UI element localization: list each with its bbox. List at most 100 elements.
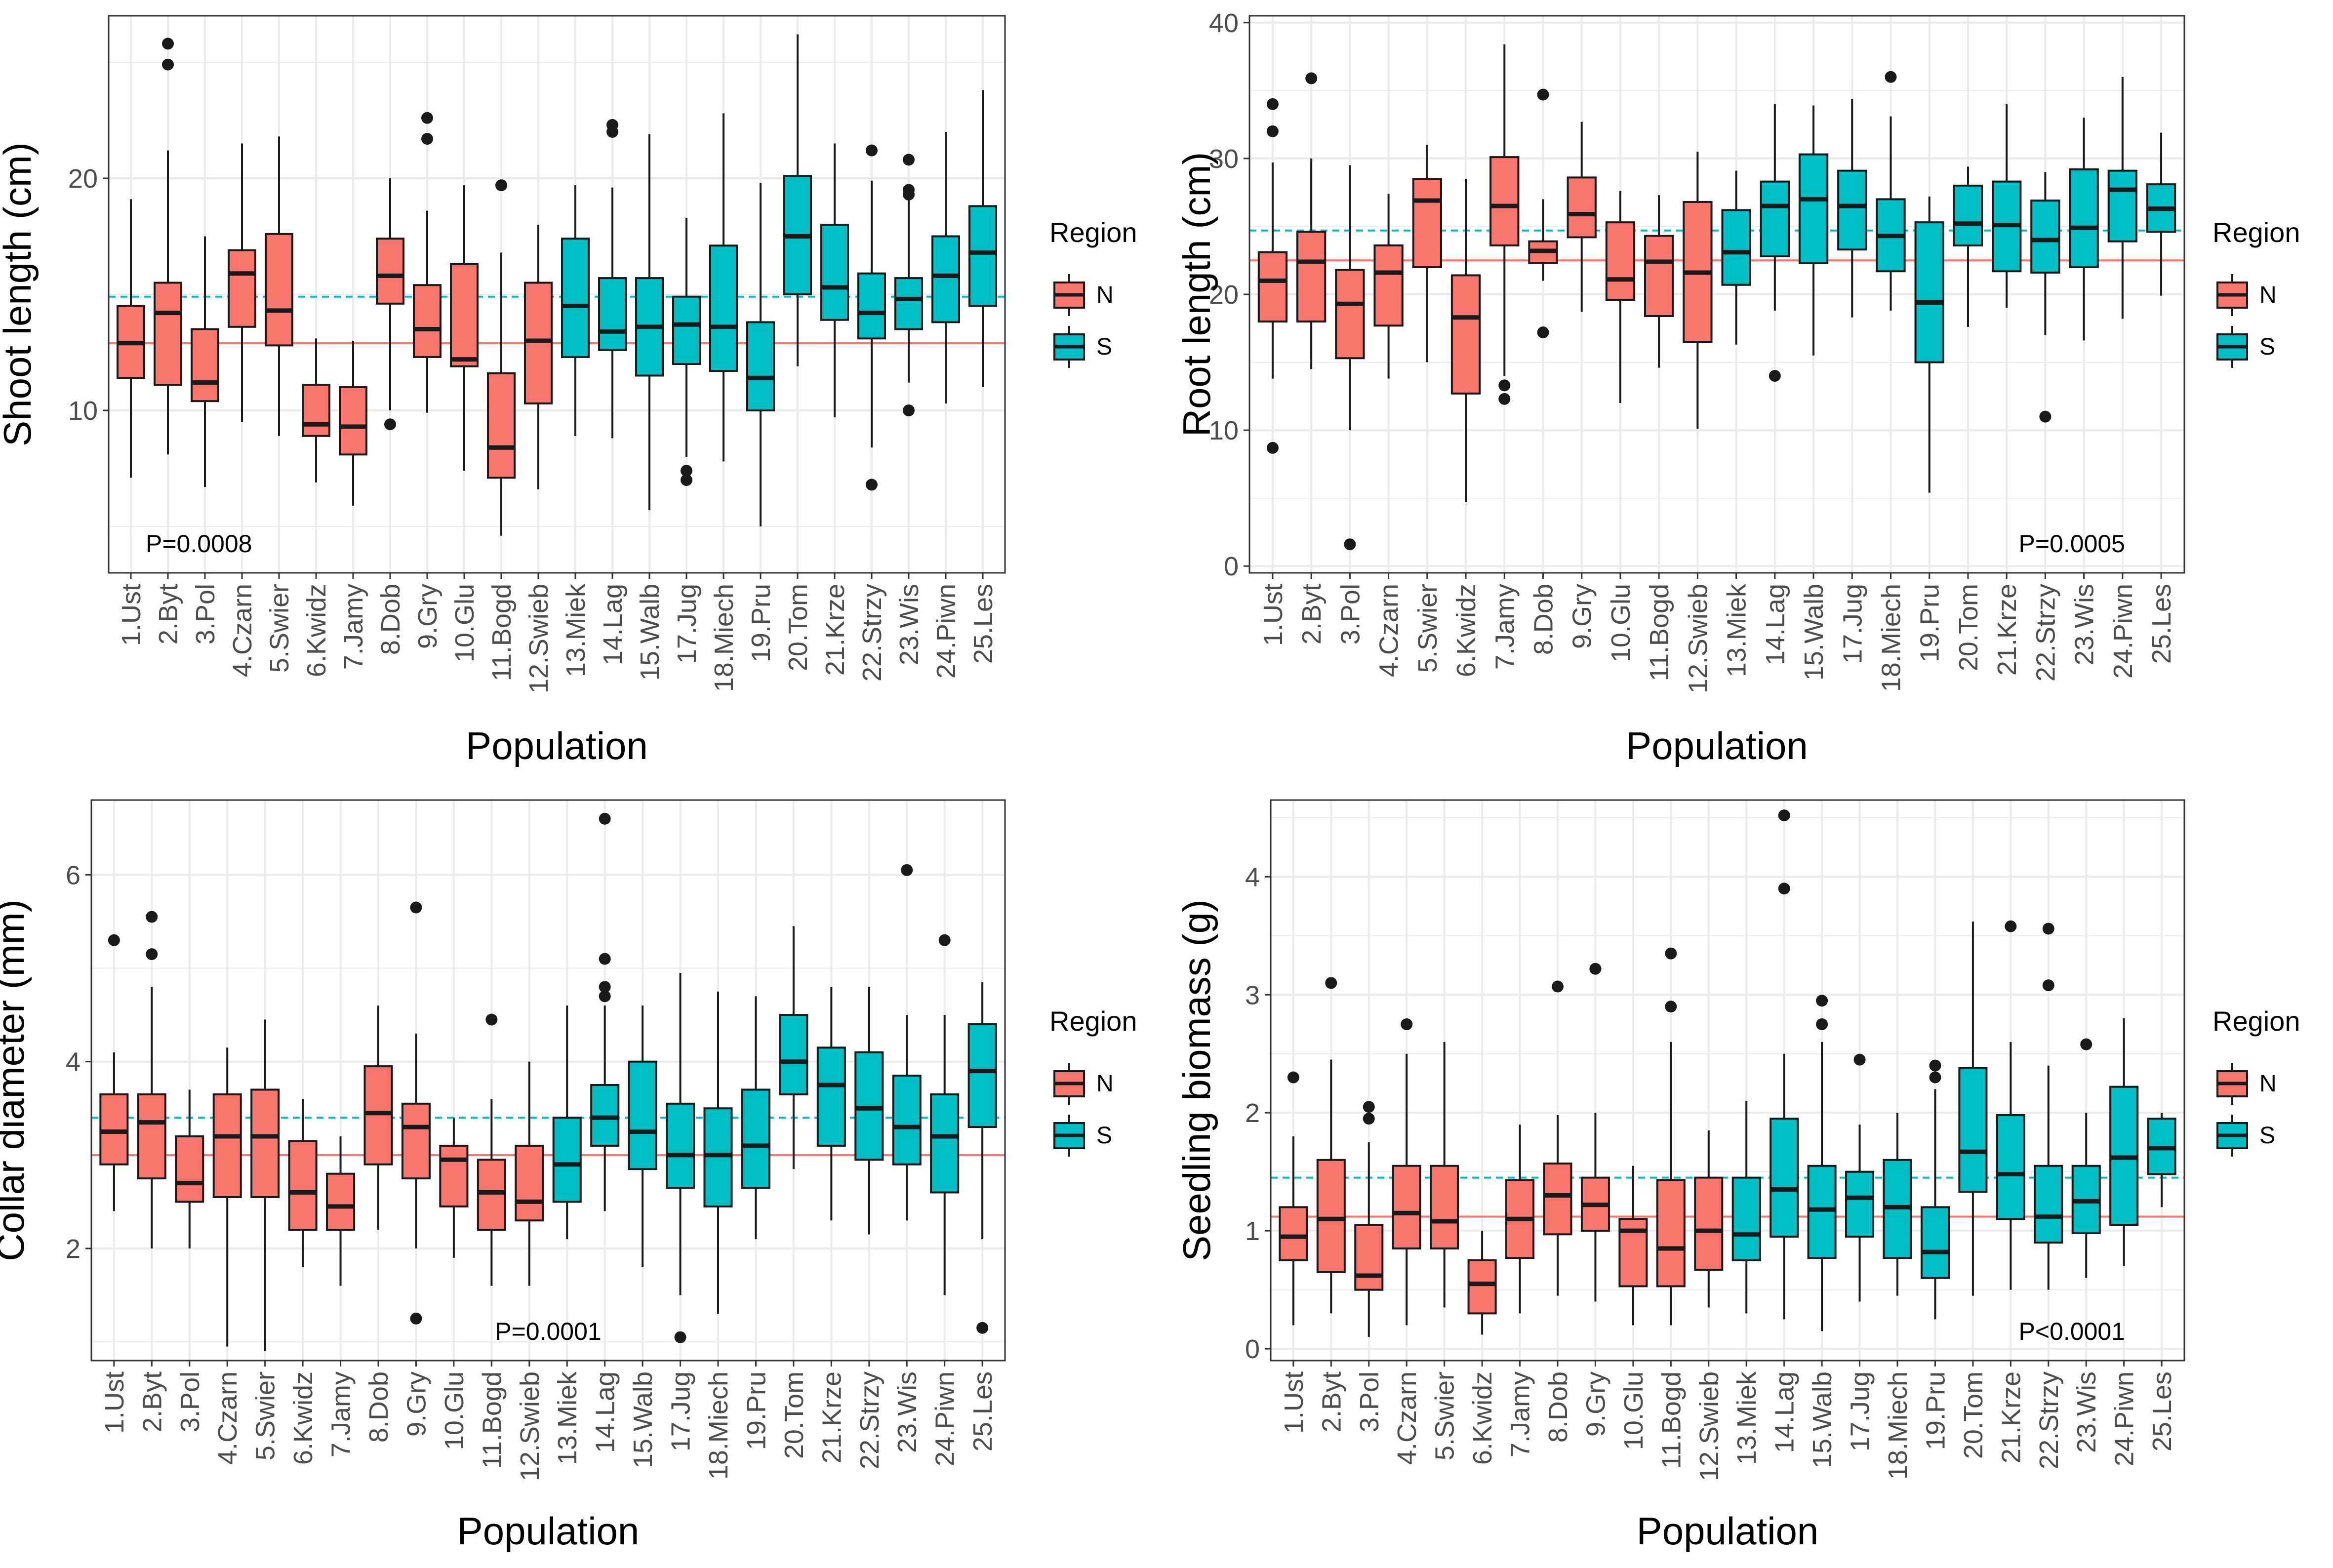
box-iqr [820,224,849,321]
box-iqr [1996,1114,2025,1220]
box-18.Miech [1876,71,1906,311]
y-tick-label: 1 [1245,1216,1260,1246]
box-22.Strzy [854,987,884,1235]
outlier-point [410,901,422,914]
box-iqr [1731,1176,1761,1261]
outlier-point [866,479,878,491]
legend-title: Region [1049,217,1137,248]
legend-label-S: S [2259,334,2275,360]
box-14.Lag [590,812,620,1211]
legend-key-N: N [2216,274,2277,316]
box-19.Pru [1920,1059,1950,1320]
box-iqr [1412,178,1442,268]
box-14.Lag [1760,104,1790,382]
x-tick-label: 21.Krze [817,1371,846,1463]
box-iqr [703,1107,733,1207]
x-tick-label: 17.Jug [1838,584,1867,664]
x-tick-label: 11.Bogd [1656,1371,1686,1469]
box-9.Gry [413,112,442,413]
x-tick-label: 5.Swier [251,1371,281,1460]
box-iqr [1760,180,1790,257]
x-tick-label: 15.Walb [1808,1371,1837,1468]
outlier-point [1287,1071,1299,1084]
box-23.Wis [894,154,923,416]
outlier-point [1778,883,1790,895]
outlier-point [162,38,174,50]
outlier-point [1665,1001,1677,1013]
box-17.Jug [1845,1053,1875,1302]
outlier-point [1344,538,1356,551]
y-tick-label: 0 [1245,1334,1260,1364]
box-20.Tom [1953,166,1983,327]
x-tick-label: 10.Glu [450,584,480,662]
x-tick-label: 13.Miek [1732,1371,1762,1465]
box-21.Krze [820,143,849,418]
x-tick-label: 4.Czarn [228,584,257,677]
box-iqr [1721,209,1751,286]
x-tick-label: 10.Glu [440,1371,469,1450]
box-19.Pru [741,996,770,1240]
p-value-annotation: P=0.0005 [2019,530,2125,558]
x-tick-label: 1.Ust [1279,1371,1309,1434]
x-tick-label: 14.Lag [591,1371,620,1453]
x-tick-label: 5.Swier [1430,1371,1460,1460]
outlier-point [2005,920,2017,932]
box-iqr [967,1023,997,1128]
y-axis-title: Collar diameter (mm) [0,899,32,1261]
box-21.Krze [1992,104,2022,308]
x-tick-label: 9.Gry [413,584,442,649]
x-tick-label: 6.Kwidz [1468,1371,1497,1465]
x-tick-label: 15.Walb [1799,584,1829,681]
x-tick-label: 2.Byt [154,584,183,644]
legend: Region NS [2212,1005,2300,1157]
box-18.Miech [1883,1113,1912,1296]
outlier-point [1665,947,1677,960]
box-iqr [930,1093,960,1194]
box-iqr [598,277,627,351]
box-12.Swieb [515,1061,544,1286]
box-2.Byt [1316,977,1346,1314]
box-8.Dob [363,1005,393,1230]
box-13.Miek [1721,170,1751,345]
box-iqr [894,277,923,330]
x-axis-title: Population [457,1509,640,1553]
box-iqr [376,238,404,305]
x-tick-label: 22.Strzy [2031,584,2060,682]
outlier-point [1929,1059,1941,1072]
box-9.Gry [1567,121,1597,312]
box-1.Ust [117,199,145,478]
box-iqr [302,384,330,437]
box-4.Czarn [212,1047,242,1347]
x-tick-label: 25.Les [968,1371,998,1451]
box-17.Jug [672,217,701,486]
outlier-point [1363,1101,1375,1113]
x-tick-label: 12.Swieb [515,1371,545,1481]
box-13.Miek [561,185,590,436]
legend-key-N: N [1053,274,1114,316]
outlier-point [903,404,915,416]
x-tick-label: 24.Piwn [2108,584,2138,679]
outlier-point [1305,72,1318,84]
box-iqr [1694,1176,1724,1271]
box-19.Pru [746,183,775,526]
box-5.Swier [250,1019,280,1352]
x-axis-title: Population [1637,1509,1819,1553]
plot-frame [108,15,1006,574]
box-iqr [1605,221,1636,301]
outlier-point [1266,442,1279,454]
box-25.Les [968,90,997,387]
box-2.Byt [1296,72,1327,369]
box-iqr [1354,1224,1384,1291]
box-iqr [1567,176,1597,239]
x-tick-label: 17.Jug [666,1371,696,1451]
box-iqr [2034,1165,2063,1244]
x-tick-label: 23.Wis [894,584,924,665]
x-tick-label: 12.Swieb [1694,1371,1724,1481]
box-iqr [552,1117,582,1203]
box-7.Jamy [339,341,367,506]
box-24.Piwn [2107,77,2138,319]
box-iqr [931,235,960,323]
x-tick-label: 19.Pru [746,584,776,662]
p-value-annotation: P=0.0008 [146,530,252,558]
outlier-point [1325,977,1337,989]
